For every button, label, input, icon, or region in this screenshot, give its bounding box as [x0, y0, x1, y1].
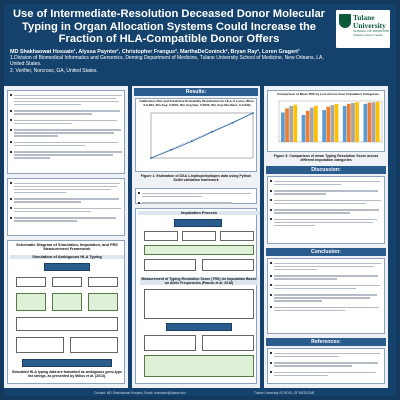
imp-node-5 [144, 245, 254, 255]
flow-node-h [16, 337, 64, 353]
results-notes [135, 188, 257, 204]
schematic-caption: Simulated HLA typing data are formatted … [12, 370, 122, 379]
footer-institution: Tulane University SCHOOL OF MEDICINE [254, 391, 315, 395]
bar [351, 103, 355, 142]
measure-node-2 [144, 335, 196, 351]
poster-footer: Contact: MD Shakhaowat Hossain, Email: m… [4, 391, 396, 397]
references-header: References: [266, 338, 386, 346]
figure-1-caption: Figure 1: Estimation of DSA 1-tepitope/e… [140, 174, 252, 183]
bar [375, 101, 380, 142]
imp-node-7 [202, 259, 254, 271]
logo-subtext: SCHOOL OF MEDICINE Tulane Cancer Center [353, 29, 390, 37]
middle-column: Results: Calibration Plot and Predictive… [132, 86, 260, 388]
results-header: Results: [134, 88, 258, 96]
chart-2-title: Comparison of Mean TRS by Loci Across Fo… [277, 92, 379, 96]
calibration-point [150, 157, 152, 159]
background-card [7, 90, 125, 174]
measure-node-3 [202, 335, 254, 351]
flow-node-c [88, 277, 118, 287]
author-block: MD Shakhaowat Hossain¹, Alyssa Paynter¹,… [10, 49, 332, 74]
imputation-card: Imputation Process Measurement of Typing… [135, 208, 260, 384]
imp-node-3 [182, 231, 216, 241]
reference-diagonal [150, 112, 254, 159]
references-card [267, 348, 385, 384]
bar [330, 105, 335, 142]
affiliation-1: 1.Division of Biomedical Informatics and… [10, 55, 324, 68]
bar [281, 112, 285, 142]
logo-wordmark: Tulane University [353, 13, 386, 30]
imp-node-6 [144, 259, 196, 271]
bar [289, 105, 294, 142]
bar [293, 104, 298, 142]
calibration-point [231, 122, 234, 124]
bar [309, 107, 314, 142]
bar [355, 102, 359, 142]
discussion-card [267, 176, 385, 244]
footer-contact: Contact: MD Shakhaowat Hossain, Email: m… [94, 391, 186, 395]
chart-1-title: Calibration Plot and Predictive Probabil… [139, 99, 255, 107]
flow-node-i [70, 337, 118, 353]
bar [371, 102, 376, 142]
chart-card-1: Calibration Plot and Predictive Probabil… [135, 98, 257, 172]
calibration-point [170, 149, 173, 151]
schematic-title: Schematic Diagram of Simulation, Imputat… [16, 242, 118, 252]
bar [322, 110, 326, 142]
measure-node-4 [144, 355, 254, 377]
measure-table [144, 289, 254, 319]
bar [314, 105, 318, 142]
bar [334, 103, 339, 142]
flow-node-d [16, 293, 46, 311]
poster-title: Use of Intermediate-Resolution Deceased … [12, 8, 326, 45]
bar [285, 108, 289, 142]
shield-icon [339, 14, 351, 28]
bar [326, 106, 331, 142]
right-column: Comparison of Mean TRS by Loci Across Fo… [264, 86, 388, 388]
bar [363, 103, 368, 142]
flow-node-b [52, 277, 82, 287]
bar [342, 105, 347, 142]
calibration-line [150, 112, 254, 159]
imp-node-2 [144, 231, 178, 241]
bar [305, 110, 310, 142]
methods-card [7, 178, 125, 236]
flow-node-a [16, 277, 46, 287]
calibration-chart [150, 112, 254, 159]
simulation-title: Simulation of Ambiguous HLA Typing [10, 254, 124, 260]
author-names: MD Shakhaowat Hossain¹, Alyssa Paynter¹,… [10, 49, 300, 55]
imputation-title: Imputation Process [138, 210, 260, 216]
calibration-point [190, 140, 193, 143]
measurement-title: Measurement of Typing Resolution Score (… [140, 277, 258, 285]
imp-node-4 [220, 231, 254, 241]
trs-bar-chart [278, 100, 383, 143]
bar [301, 114, 306, 142]
imp-node-1 [174, 219, 222, 227]
schematic-card: Schematic Diagram of Simulation, Imputat… [7, 240, 125, 384]
bar [367, 102, 372, 142]
affiliation-2: 2. Verifier, Norcross, GA, United States… [10, 67, 98, 74]
measure-node-1 [166, 323, 232, 331]
chart-card-2: Comparison of Mean TRS by Loci Across Fo… [267, 90, 385, 152]
flow-node-end [22, 359, 112, 367]
conclusion-header: Conclusion: [266, 248, 386, 256]
flow-node-e [52, 293, 82, 311]
bar [346, 103, 351, 142]
figure-3-caption: Figure 3: Comparison of mean Typing Reso… [273, 154, 379, 163]
conclusion-card [267, 258, 385, 334]
calibration-point [252, 112, 254, 114]
university-logo: Tulane University SCHOOL OF MEDICINE Tul… [336, 10, 390, 48]
discussion-header: Discussion: [266, 166, 386, 174]
flow-node-f [88, 293, 118, 311]
flow-node-start [44, 263, 90, 271]
flow-node-g [16, 317, 118, 331]
calibration-point [211, 131, 214, 133]
left-column: Schematic Diagram of Simulation, Imputat… [4, 86, 128, 388]
